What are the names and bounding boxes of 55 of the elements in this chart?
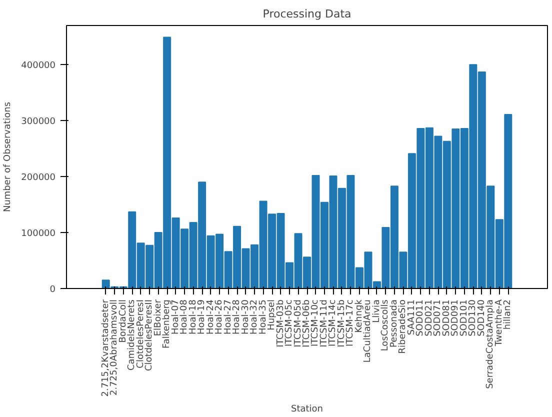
x-tick-label: 2.715,2Kvarstadseter bbox=[100, 299, 111, 397]
x-tick-label: ClotdelesPeresII bbox=[144, 299, 155, 371]
y-tick-label: 100000 bbox=[21, 229, 56, 240]
x-tick-label: ITCSM-10c bbox=[310, 299, 321, 347]
x-tick-label: Hoal-28 bbox=[232, 299, 242, 334]
y-axis-title: Number of Observations bbox=[3, 102, 14, 212]
x-tick-label: LaCultiadAreu bbox=[363, 299, 374, 363]
y-tick-label: 400000 bbox=[21, 61, 56, 72]
x-tick-label: RiberadeSio bbox=[398, 299, 408, 354]
x-tick-label: SOD081 bbox=[442, 300, 452, 336]
x-tick-label: Hoal-32 bbox=[250, 299, 260, 334]
x-tick-label: ITCSM-05c bbox=[284, 299, 295, 347]
y-tick-label: 0 bbox=[50, 285, 56, 295]
x-tick-label: ITCSM-15b bbox=[336, 299, 347, 348]
x-tick-label: SOD130 bbox=[468, 299, 478, 336]
x-tick-label: Hoal-27 bbox=[223, 299, 234, 334]
y-tick-label: 300000 bbox=[21, 117, 56, 128]
x-tick-label: CamidelsNerets bbox=[127, 299, 138, 371]
x-tick-label: Hoal-08 bbox=[180, 299, 190, 334]
x-tick-label: ITCSM-03b bbox=[276, 299, 286, 348]
y-tick-label: 200000 bbox=[21, 173, 56, 184]
x-tick-label: SOD101 bbox=[459, 300, 470, 336]
x-tick-label: Hupsel bbox=[267, 299, 278, 330]
x-tick-label: Pessonada bbox=[389, 299, 400, 348]
x-tick-label: SOD011 bbox=[416, 300, 426, 336]
x-tick-label: ITCSM-11d bbox=[319, 299, 330, 348]
x-tick-label: Llivia bbox=[372, 300, 382, 323]
x-tick-label: Hoal-19 bbox=[197, 299, 208, 334]
chart-title: Processing Data bbox=[262, 8, 352, 20]
x-tick-label: Hoal-26 bbox=[214, 299, 225, 334]
x-tick-label: SOD140 bbox=[476, 299, 487, 336]
x-tick-label: Hoal-35 bbox=[258, 299, 268, 334]
x-tick-label: SerradeCostaAmpla bbox=[486, 299, 496, 389]
x-tick-label: ElBoixer bbox=[153, 299, 164, 336]
x-tick-label: Twenthe-A bbox=[494, 298, 504, 348]
x-tick-label: SOD071 bbox=[433, 300, 444, 336]
x-tick-label: SOD021 bbox=[424, 300, 434, 336]
x-tick-label: ITCSM-06b bbox=[302, 299, 312, 348]
x-tick-label: Kehngk bbox=[354, 298, 364, 333]
x-tick-label: Hoal-18 bbox=[188, 299, 198, 334]
x-tick-label: 2.725,0Abrahamsvoll bbox=[110, 299, 120, 396]
x-tick-label: BordaColl bbox=[118, 299, 128, 343]
x-tick-label: ITCSM-05d bbox=[293, 299, 304, 348]
x-tick-label: ClotdelesPeresI bbox=[136, 299, 146, 368]
x-tick-label: SAA111 bbox=[406, 299, 417, 336]
x-axis-title: Station bbox=[291, 404, 323, 415]
x-tick-label: Hoal-07 bbox=[170, 299, 181, 334]
x-tick-label: hillan2 bbox=[503, 299, 514, 330]
x-tick-label: LosCoscolls bbox=[380, 299, 391, 352]
x-tick-label: ITCSM-14c bbox=[328, 299, 338, 347]
x-tick-label: Hoal-24 bbox=[206, 299, 216, 334]
x-tick-label: SOD091 bbox=[450, 300, 461, 336]
x-tick-label: Hoal-30 bbox=[240, 299, 251, 334]
x-tick-label: Falkenberg bbox=[162, 299, 172, 349]
x-tick-label: ITCSM-17c bbox=[346, 299, 356, 347]
